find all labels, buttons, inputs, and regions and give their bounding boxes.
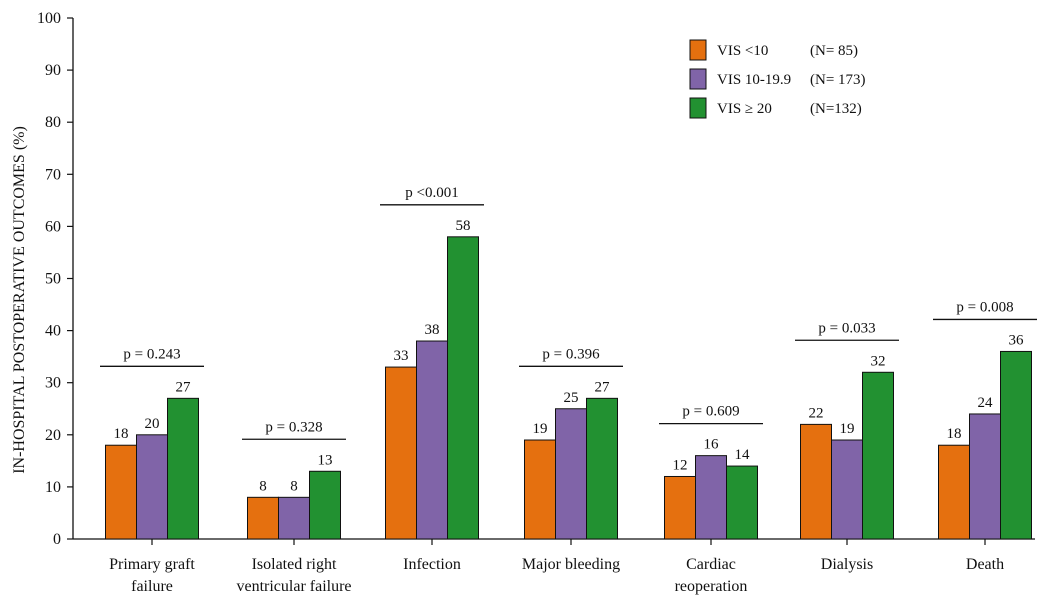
legend-label: VIS 10-19.9: [717, 72, 791, 88]
y-tick-label: 40: [45, 323, 61, 340]
bar: [938, 444, 970, 540]
category-label: Isolated right: [252, 556, 337, 573]
data-label: 58: [456, 218, 471, 234]
y-tick-label: 50: [45, 271, 61, 288]
y-axis: 0 10 20 30 40 50 60 70 80 90 100: [37, 10, 74, 548]
y-tick-label: 0: [53, 531, 61, 548]
y-tick-label: 100: [37, 10, 61, 27]
y-tick-label: 60: [45, 218, 61, 235]
y-tick-label: 70: [45, 166, 61, 183]
bar: [385, 366, 417, 540]
y-tick-label: 10: [45, 479, 61, 496]
legend-count: (N= 173): [810, 72, 866, 88]
data-label: 38: [425, 322, 440, 338]
bar: [664, 475, 696, 540]
data-label: 25: [564, 390, 579, 406]
bar: [862, 371, 894, 540]
category-label: Major bleeding: [522, 556, 620, 573]
bars: 18 20 27 8 8 13 33 38 58 19 25 27 12 16 14 22 19 32 18 24 36: [105, 218, 1032, 540]
bar: [831, 439, 863, 540]
bar: [416, 340, 448, 540]
category-label: Primary graft: [109, 556, 195, 573]
bar: [105, 444, 137, 540]
bar: [278, 496, 310, 540]
data-label: 27: [595, 379, 611, 395]
data-label: 18: [947, 426, 962, 442]
data-label: 20: [145, 416, 160, 432]
data-label: 14: [735, 447, 751, 463]
legend-swatch: [689, 39, 707, 61]
y-tick-label: 90: [45, 62, 61, 79]
data-label: 18: [114, 426, 129, 442]
p-value-label: p = 0.008: [956, 299, 1013, 315]
bar: [309, 470, 341, 540]
p-value-label: p = 0.396: [542, 346, 600, 362]
p-value-brackets: p = 0.243 p = 0.328 p <0.001 p = 0.396 p = 0…: [100, 185, 1037, 440]
data-label: 33: [394, 348, 409, 364]
data-label: 12: [673, 457, 688, 473]
category-label: Cardiac: [686, 556, 736, 573]
bar: [555, 408, 587, 540]
legend-label: VIS ≥ 20: [717, 101, 772, 117]
legend-count: (N=132): [810, 101, 862, 117]
y-tick-label: 20: [45, 427, 61, 444]
data-label: 16: [704, 437, 720, 453]
bar: [447, 236, 479, 540]
y-tick-label: 80: [45, 114, 61, 131]
bar: [586, 397, 618, 540]
p-value-label: p = 0.609: [682, 404, 739, 420]
data-label: 27: [176, 379, 192, 395]
category-label: failure: [131, 578, 173, 595]
y-axis-title: IN-HOSPITAL POSTOPERATIVE OUTCOMES (%): [11, 126, 28, 474]
bar: [1000, 350, 1032, 540]
category-label: reoperation: [675, 578, 748, 595]
bar: [726, 465, 758, 540]
p-value-label: p = 0.033: [818, 320, 875, 336]
data-label: 19: [533, 421, 548, 437]
data-label: 19: [840, 421, 855, 437]
category-label: ventricular failure: [236, 578, 351, 595]
data-label: 36: [1009, 332, 1025, 348]
bar: [167, 397, 199, 540]
data-label: 13: [318, 452, 333, 468]
bar: [247, 496, 279, 540]
data-label: 22: [809, 405, 824, 421]
x-axis: Primary graft failure Isolated right ventri…: [73, 538, 1035, 595]
data-label: 24: [978, 395, 994, 411]
category-label: Dialysis: [821, 556, 873, 573]
data-label: 8: [259, 478, 267, 494]
legend-swatch: [689, 68, 707, 90]
data-label: 32: [871, 353, 886, 369]
bar: [800, 423, 832, 540]
bar: [136, 434, 168, 540]
bar: [969, 413, 1001, 540]
bar: [524, 439, 556, 540]
p-value-label: p <0.001: [405, 185, 458, 201]
y-tick-label: 30: [45, 375, 61, 392]
data-label: 8: [290, 478, 298, 494]
category-label: Death: [966, 556, 1004, 573]
legend-label: VIS <10: [717, 43, 768, 59]
legend-count: (N= 85): [810, 43, 858, 59]
category-label: Infection: [403, 556, 461, 573]
legend-swatch: [689, 97, 707, 119]
p-value-label: p = 0.243: [123, 346, 180, 362]
legend: VIS <10 (N= 85) VIS 10-19.9 (N= 173) VIS ≥ 2…: [689, 39, 866, 119]
p-value-label: p = 0.328: [265, 419, 322, 435]
bar: [695, 455, 727, 540]
